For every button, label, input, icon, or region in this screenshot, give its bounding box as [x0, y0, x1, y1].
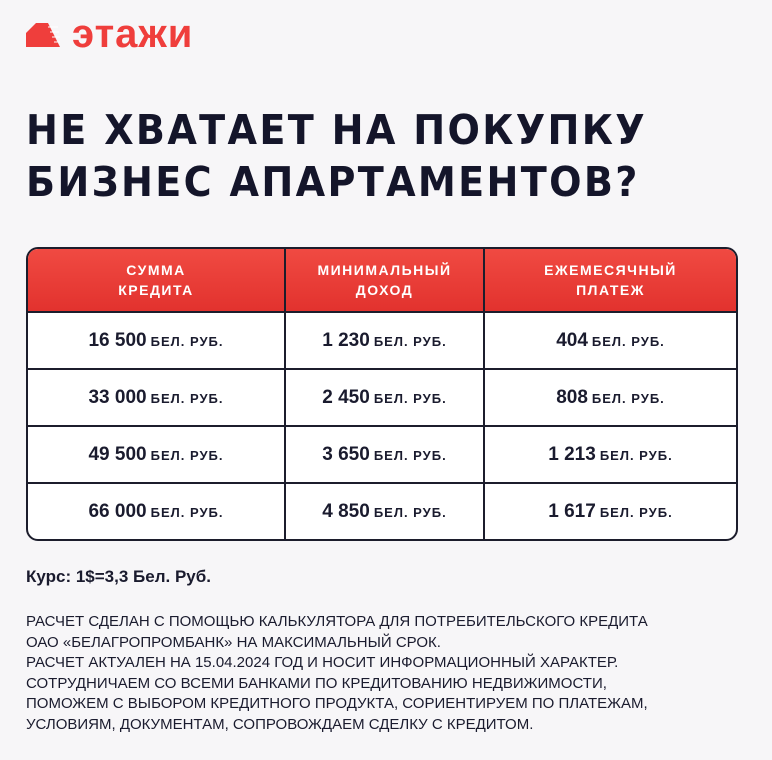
table-row: 33 000 БЕЛ. РУБ. 2 450 БЕЛ. РУБ. 808 БЕЛ. РУБ…	[28, 368, 736, 425]
cell-unit: БЕЛ. РУБ.	[150, 447, 224, 463]
header-line: ДОХОД	[355, 282, 414, 298]
note-line: РАСЧЕТ АКТУАЛЕН НА 15.04.2024 ГОД И НОСИ…	[26, 654, 619, 671]
cell-value: 4 850	[322, 500, 370, 522]
cell-value: 1 213	[548, 443, 596, 465]
cell-value: 1 617	[548, 500, 596, 522]
table-cell: 49 500 БЕЛ. РУБ.	[28, 425, 284, 482]
table-cell: 808 БЕЛ. РУБ.	[483, 368, 736, 425]
cell-value: 808	[556, 386, 588, 408]
brand-logo: этажи	[24, 14, 193, 54]
cell-unit: БЕЛ. РУБ.	[591, 390, 665, 406]
note-line: УСЛОВИЯМ, ДОКУМЕНТАМ, СОПРОВОЖДАЕМ СДЕЛК…	[26, 715, 534, 733]
header-line: ЕЖЕМЕСЯЧНЫЙ	[544, 262, 677, 278]
column-header: МИНИМАЛЬНЫЙ ДОХОД	[284, 249, 483, 311]
table-cell: 1 617 БЕЛ. РУБ.	[483, 482, 736, 539]
header-line: КРЕДИТА	[118, 282, 194, 298]
cell-unit: БЕЛ. РУБ.	[373, 447, 447, 463]
cell-value: 3 650	[322, 443, 370, 465]
table-cell: 4 850 БЕЛ. РУБ.	[284, 482, 483, 539]
cell-unit: БЕЛ. РУБ.	[150, 333, 224, 349]
cell-value: 33 000	[88, 386, 147, 408]
exchange-rate: Курс: 1$=3,3 Бел. Руб.	[26, 567, 211, 586]
cell-value: 1 230	[322, 329, 370, 351]
credit-table: СУММА КРЕДИТА МИНИМАЛЬНЫЙ ДОХОД ЕЖЕМЕСЯЧНЫЙ П…	[26, 247, 738, 541]
table-cell: 3 650 БЕЛ. РУБ.	[284, 425, 483, 482]
table-cell: 404 БЕЛ. РУБ.	[483, 311, 736, 368]
cell-unit: БЕЛ. РУБ.	[373, 390, 447, 406]
table-cell: 1 213 БЕЛ. РУБ.	[483, 425, 736, 482]
header-line: ПЛАТЕЖ	[576, 282, 645, 298]
building-icon	[26, 23, 60, 47]
note-line: СОТРУДНИЧАЕМ СО ВСЕМИ БАНКАМИ ПО КРЕДИТО…	[26, 674, 607, 692]
table-cell: 66 000 БЕЛ. РУБ.	[28, 482, 284, 539]
cell-value: 16 500	[88, 329, 147, 351]
table-cell: 16 500 БЕЛ. РУБ.	[28, 311, 284, 368]
cell-unit: БЕЛ. РУБ.	[373, 333, 447, 349]
note-line: ПОМОЖЕМ С ВЫБОРОМ КРЕДИТНОГО ПРОДУКТА, С…	[26, 695, 648, 712]
cell-unit: БЕЛ. РУБ.	[599, 504, 673, 520]
table-row: 49 500 БЕЛ. РУБ. 3 650 БЕЛ. РУБ. 1 213 БЕЛ. Р…	[28, 425, 736, 482]
cell-unit: БЕЛ. РУБ.	[591, 333, 665, 349]
cell-value: 49 500	[88, 443, 147, 465]
header-line: СУММА	[126, 262, 186, 278]
column-header: ЕЖЕМЕСЯЧНЫЙ ПЛАТЕЖ	[483, 249, 736, 311]
note-line: РАСЧЕТ СДЕЛАН С ПОМОЩЬЮ КАЛЬКУЛЯТОРА ДЛЯ…	[26, 613, 648, 630]
title-line: НЕ ХВАТАЕТ НА ПОКУПКУ	[26, 106, 647, 154]
column-header: СУММА КРЕДИТА	[28, 249, 284, 311]
cell-unit: БЕЛ. РУБ.	[373, 504, 447, 520]
page-title: НЕ ХВАТАЕТ НА ПОКУПКУ БИЗНЕС АПАРТАМЕНТО…	[26, 104, 647, 208]
header-line: МИНИМАЛЬНЫЙ	[317, 262, 452, 278]
cell-value: 2 450	[322, 386, 370, 408]
table-cell: 2 450 БЕЛ. РУБ.	[284, 368, 483, 425]
note-line: ОАО «БЕЛАГРОПРОМБАНК» НА МАКСИМАЛЬНЫЙ СР…	[26, 633, 441, 651]
table-cell: 1 230 БЕЛ. РУБ.	[284, 311, 483, 368]
cell-value: 66 000	[88, 500, 147, 522]
cell-unit: БЕЛ. РУБ.	[150, 504, 224, 520]
table-cell: 33 000 БЕЛ. РУБ.	[28, 368, 284, 425]
brand-name: этажи	[72, 12, 194, 56]
cell-unit: БЕЛ. РУБ.	[150, 390, 224, 406]
disclaimer-notes: РАСЧЕТ СДЕЛАН С ПОМОЩЬЮ КАЛЬКУЛЯТОРА ДЛЯ…	[26, 612, 648, 735]
cell-unit: БЕЛ. РУБ.	[599, 447, 673, 463]
table-row: 66 000 БЕЛ. РУБ. 4 850 БЕЛ. РУБ. 1 617 БЕЛ. Р…	[28, 482, 736, 539]
table-row: 16 500 БЕЛ. РУБ. 1 230 БЕЛ. РУБ. 404 БЕЛ. РУБ…	[28, 311, 736, 368]
cell-value: 404	[556, 329, 588, 351]
title-line: БИЗНЕС АПАРТАМЕНТОВ?	[26, 158, 640, 206]
